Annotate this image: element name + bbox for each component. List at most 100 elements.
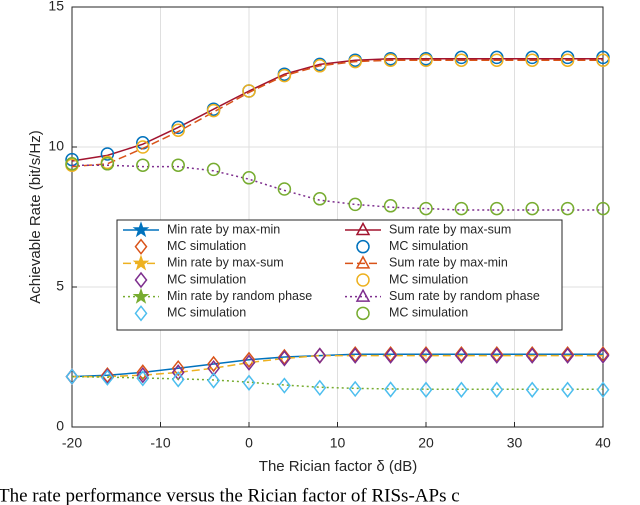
y-tick-label: 15 [48, 0, 64, 14]
data-point [171, 123, 185, 137]
data-point [560, 53, 575, 67]
x-tick-label: 40 [595, 435, 611, 451]
legend-marker [132, 221, 150, 238]
data-point [277, 348, 291, 366]
x-tick-label: 30 [507, 435, 523, 451]
legend-marker [134, 271, 148, 289]
y-tick-label: 5 [56, 278, 64, 294]
data-point [242, 351, 256, 369]
data-point [206, 103, 221, 118]
data-point [348, 380, 362, 398]
data-point [100, 366, 114, 384]
legend [116, 219, 563, 331]
legend-label: MC simulation [389, 272, 468, 286]
data-point [490, 345, 504, 363]
data-point [525, 53, 539, 67]
data-point [454, 53, 469, 67]
data-point [207, 355, 221, 373]
data-point [490, 53, 504, 67]
legend-marker [134, 305, 148, 322]
data-point [454, 201, 469, 216]
y-axis-label: Achievable Rate (bit/s/Hz) [27, 130, 44, 303]
legend-marker [355, 288, 371, 302]
legend-label: Min rate by max-min [167, 222, 280, 236]
data-point [525, 347, 539, 364]
x-tick-label: 20 [418, 435, 434, 451]
legend-marker [356, 273, 370, 287]
series-line [71, 58, 603, 162]
legend-marker [356, 306, 370, 321]
x-tick-label: -10 [150, 435, 170, 451]
data-point [100, 157, 115, 171]
data-point [206, 162, 221, 177]
data-point [525, 381, 539, 398]
data-point [419, 201, 433, 216]
x-tick-label: 0 [245, 435, 253, 451]
legend-label: MC simulation [167, 239, 246, 253]
legend-label: Sum rate by max-min [389, 256, 508, 270]
data-point [277, 377, 291, 394]
data-point [384, 381, 398, 398]
series-line [72, 354, 603, 378]
legend-label: Min rate by max-sum [167, 256, 284, 270]
legend-label: MC simulation [389, 306, 468, 320]
data-point [171, 371, 185, 388]
data-point [348, 197, 362, 212]
data-point [525, 345, 539, 363]
data-point [419, 345, 433, 363]
data-point [561, 347, 575, 364]
data-point [277, 350, 291, 367]
legend-marker [132, 254, 150, 271]
data-point [525, 201, 539, 216]
data-point [242, 354, 256, 371]
legend-label: Sum rate by random phase [389, 289, 540, 303]
data-point [454, 381, 468, 398]
data-point [136, 364, 150, 381]
data-point [454, 347, 468, 364]
data-point [313, 347, 327, 364]
data-point [65, 368, 79, 385]
data-point [490, 347, 504, 364]
data-point [384, 345, 398, 363]
x-tick-label: -20 [62, 435, 82, 451]
legend-marker [356, 239, 370, 254]
data-point [596, 345, 610, 363]
data-point [384, 347, 398, 364]
data-point [596, 381, 610, 398]
legend-label: MC simulation [389, 239, 468, 253]
data-point [136, 370, 150, 387]
data-point [348, 54, 362, 69]
legend-marker [134, 238, 148, 255]
series-line [71, 375, 603, 390]
data-point [100, 147, 115, 161]
data-point [242, 171, 256, 185]
legend-marker [355, 255, 371, 269]
data-point [419, 347, 433, 364]
data-point [207, 359, 221, 377]
data-point [490, 381, 504, 398]
data-point [596, 53, 610, 67]
legend-label: MC simulation [167, 272, 246, 286]
y-tick-label: 10 [48, 138, 64, 154]
y-tick-label: 0 [56, 418, 64, 434]
data-point [65, 157, 79, 171]
data-point [561, 345, 575, 363]
data-point [136, 158, 150, 172]
data-point [419, 381, 433, 398]
data-point [136, 140, 150, 154]
data-point [348, 345, 362, 363]
data-point [100, 369, 114, 386]
data-point [242, 84, 256, 98]
plot-frame [71, 6, 604, 428]
data-point [348, 347, 362, 364]
data-point [171, 359, 185, 377]
legend-label: Sum rate by max-sum [389, 222, 511, 236]
x-axis-label: The Rician factor δ (dB) [259, 458, 417, 475]
data-point [596, 201, 610, 216]
data-point [242, 374, 256, 391]
data-point [313, 192, 327, 206]
data-point [207, 372, 221, 389]
data-point [383, 53, 398, 67]
data-point [277, 68, 292, 83]
